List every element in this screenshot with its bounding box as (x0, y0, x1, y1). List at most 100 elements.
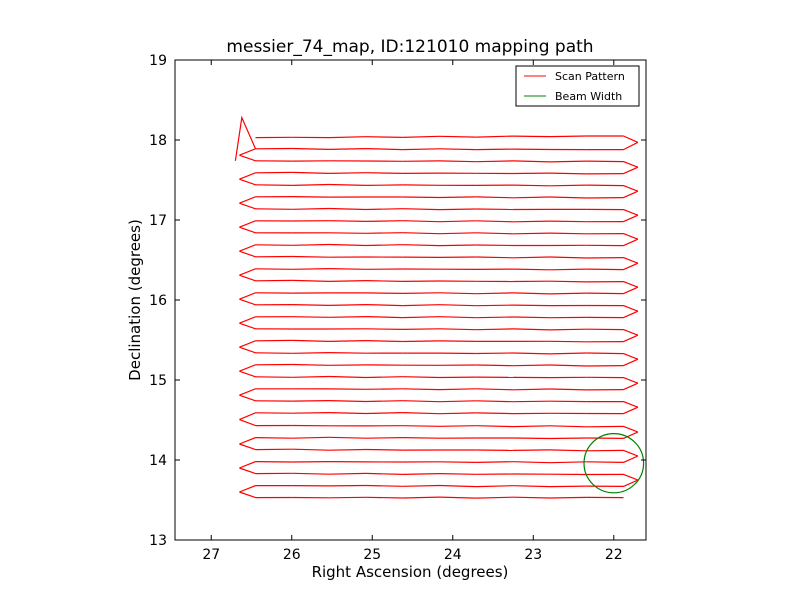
scan-pattern-segment (623, 209, 639, 216)
y-tick-label: 14 (149, 453, 167, 469)
scan-pattern-segment (329, 304, 366, 306)
scan-pattern-segment (329, 268, 366, 270)
scan-pattern-segment (365, 184, 403, 186)
scan-pattern-segment (549, 160, 587, 163)
scan-pattern-segment (239, 274, 256, 282)
scan-pattern-segment (365, 484, 403, 487)
scan-pattern-segment (402, 496, 440, 499)
scan-pattern-segment (255, 437, 293, 439)
scan-pattern-segment (292, 304, 330, 306)
scan-pattern-segment (476, 196, 514, 199)
scan-pattern-segment (439, 160, 477, 163)
scan-pattern-segment (239, 202, 256, 210)
scan-pattern-segment (402, 388, 440, 391)
scan-pattern-segment (439, 425, 477, 427)
scan-pattern-segment (239, 340, 256, 348)
scan-pattern-segment (513, 437, 550, 440)
scan-pattern-segment (329, 172, 366, 174)
scan-pattern-segment (239, 467, 256, 475)
scan-pattern-segment (402, 316, 440, 319)
scan-pattern-segment (549, 280, 587, 283)
scan-pattern-segment (476, 496, 514, 499)
scan-pattern-segment (402, 135, 440, 138)
scan-pattern-segment (365, 376, 403, 379)
scan-pattern-segment (549, 196, 587, 199)
scan-pattern-segment (623, 377, 639, 384)
scan-pattern-segment (292, 448, 330, 451)
scan-pattern-segment (239, 226, 256, 234)
scan-pattern-segment (239, 292, 256, 300)
y-axis-label: Declination (degrees) (126, 219, 144, 381)
scan-pattern-segment (549, 388, 587, 391)
scan-pattern-segment (513, 496, 550, 499)
scan-pattern-segment (292, 436, 330, 439)
scan-pattern-segment (513, 220, 550, 223)
scan-pattern-segment (623, 238, 639, 247)
scan-pattern-segment (439, 340, 477, 342)
scan-pattern-segment (549, 352, 587, 355)
scan-pattern-segment (329, 352, 366, 354)
scan-pattern-segment (513, 304, 550, 307)
scan-pattern-segment (549, 340, 587, 343)
scan-pattern-segment (513, 135, 550, 138)
scan-pattern-segment (402, 220, 440, 223)
scan-pattern-segment (513, 196, 550, 199)
scan-pattern-segment (292, 183, 330, 186)
scan-pattern-segment (623, 334, 639, 343)
scan-pattern-segment (623, 257, 639, 264)
scan-pattern-segment (513, 388, 550, 391)
scan-pattern-segment (329, 136, 366, 139)
scan-pattern-segment (329, 472, 366, 475)
scan-pattern-segment (239, 268, 256, 276)
scan-pattern-segment (439, 148, 477, 151)
scan-pattern-segment (402, 412, 440, 415)
scan-pattern-segment (239, 178, 256, 186)
scan-pattern-segment (329, 496, 366, 499)
legend-box (515, 65, 640, 107)
scan-pattern-segment (255, 352, 293, 354)
scan-pattern-segment (623, 382, 639, 391)
scan-pattern-segment (476, 425, 514, 428)
scan-pattern-segment (586, 184, 624, 187)
scan-pattern-segment (549, 328, 587, 331)
scan-pattern-segment (239, 244, 256, 252)
scan-pattern-segment (513, 328, 550, 331)
x-axis-label: Right Ascension (degrees) (312, 563, 509, 581)
scan-pattern-segment (365, 448, 403, 451)
scan-pattern-segment (365, 208, 403, 211)
scan-pattern-segment (439, 196, 477, 199)
scan-pattern-segment (329, 243, 366, 247)
scan-pattern-segment (239, 485, 256, 493)
scan-pattern-segment (365, 136, 403, 138)
scan-pattern-segment (439, 304, 477, 307)
scan-pattern-segment (329, 220, 366, 222)
scan-pattern-segment (239, 437, 256, 445)
x-tick-label: 23 (524, 547, 542, 563)
scan-pattern-segment (623, 425, 639, 433)
x-tick-label: 24 (444, 547, 462, 563)
scan-pattern-segment (549, 364, 587, 367)
scan-pattern-segment (365, 340, 403, 343)
scan-pattern-segment (586, 268, 624, 271)
scan-pattern-segment (549, 425, 587, 428)
scan-pattern-segment (623, 286, 639, 295)
scan-pattern-segment (513, 316, 550, 319)
scan-pattern-segment (292, 316, 330, 318)
scan-pattern-segment (513, 364, 550, 367)
scan-pattern-segment (239, 316, 256, 324)
scan-pattern-segment (292, 352, 330, 354)
scan-pattern-segment (402, 244, 440, 247)
scan-pattern-segment (513, 160, 550, 163)
scan-pattern-segment (365, 472, 403, 475)
scan-pattern-segment (549, 184, 587, 187)
scan-pattern-segment (623, 190, 639, 199)
axes-layer: 27 26 25 24 23 22 13 14 15 16 17 18 19 (149, 53, 647, 563)
scan-pattern-segment (439, 208, 477, 211)
scan-pattern-segment (365, 148, 403, 151)
scan-pattern-segment (513, 292, 550, 295)
scan-pattern-segment (239, 394, 256, 402)
scan-pattern-segment (623, 262, 639, 271)
scan-pattern-segment (402, 208, 440, 211)
scan-pattern-segment (239, 370, 256, 378)
scan-pattern-segment (292, 243, 330, 246)
